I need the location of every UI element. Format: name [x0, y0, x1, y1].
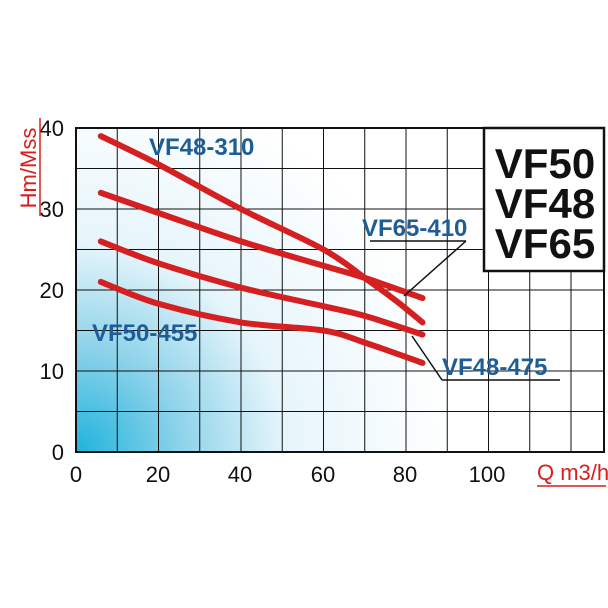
- series-line-vf65-410: [97, 189, 426, 302]
- series-curves: [97, 133, 426, 366]
- x-tick-label: 40: [228, 462, 252, 487]
- legend-text-3: VF65: [495, 220, 595, 267]
- series-line-vf50-455: [97, 278, 426, 366]
- y-axis-title: Hm/Mss: [16, 128, 41, 209]
- y-tick-label: 20: [40, 278, 64, 303]
- series-line-vf48-475: [97, 238, 426, 338]
- x-tick-label: 20: [146, 462, 170, 487]
- x-tick-label: 0: [70, 462, 82, 487]
- series-line-vf48-310: [97, 133, 426, 326]
- legend-box: [482, 126, 606, 273]
- y-tick-label: 40: [40, 116, 64, 141]
- plot-frame: [75, 127, 605, 453]
- series-label-vf65-410-leader: [403, 240, 467, 297]
- series-label-vf50-455: VF50-455: [92, 320, 197, 347]
- x-axis-title: Q m3/h: [537, 460, 608, 485]
- y-tick-label: 0: [52, 440, 64, 465]
- series-label-vf48-475: VF48-475: [442, 354, 547, 381]
- x-tick-labels: 0 20 40 60 80 100: [70, 462, 505, 487]
- series-label-vf48-310: VF48-310: [149, 134, 254, 161]
- legend-text-2: VF48: [495, 180, 595, 227]
- legend-text-1: VF50: [495, 140, 595, 187]
- x-tick-label: 100: [469, 462, 506, 487]
- y-tick-label: 10: [40, 359, 64, 384]
- series-label-vf48-475-leader: [411, 335, 443, 381]
- y-tick-labels: 0 10 20 30 40: [40, 116, 64, 465]
- x-tick-label: 60: [311, 462, 335, 487]
- x-tick-label: 80: [393, 462, 417, 487]
- y-tick-label: 30: [40, 197, 64, 222]
- series-label-vf65-410: VF65-410: [362, 215, 467, 242]
